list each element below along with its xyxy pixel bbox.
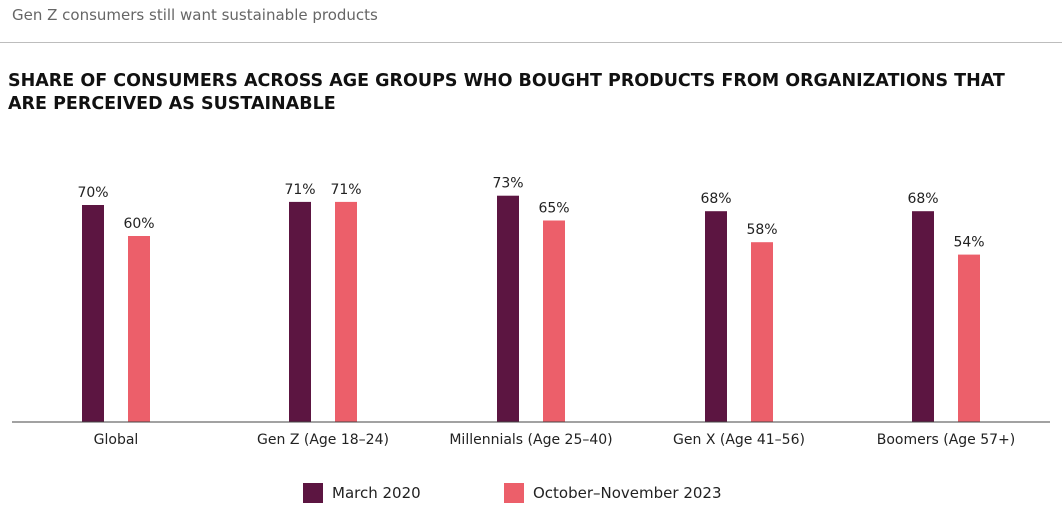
data-label-boomers-oct-nov-2023: 54% bbox=[953, 235, 984, 251]
category-label-gen-z: Gen Z (Age 18–24) bbox=[257, 432, 389, 448]
bar-boomers-oct-nov-2023 bbox=[958, 254, 980, 422]
bar-gen-x-march-2020 bbox=[705, 211, 727, 422]
category-label-millennials: Millennials (Age 25–40) bbox=[449, 432, 612, 448]
data-label-gen-z-oct-nov-2023: 71% bbox=[330, 182, 361, 198]
bar-millennials-oct-nov-2023 bbox=[543, 220, 565, 422]
data-label-global-oct-nov-2023: 60% bbox=[123, 216, 154, 232]
data-label-gen-x-oct-nov-2023: 58% bbox=[746, 222, 777, 238]
legend-item-oct-nov-2023: October–November 2023 bbox=[504, 483, 722, 503]
bar-boomers-march-2020 bbox=[912, 211, 934, 422]
chart-title: SHARE OF CONSUMERS ACROSS AGE GROUPS WHO… bbox=[8, 71, 1005, 114]
legend-item-march-2020: March 2020 bbox=[303, 483, 421, 503]
bar-gen-z-oct-nov-2023 bbox=[335, 201, 357, 422]
category-label-gen-x: Gen X (Age 41–56) bbox=[673, 432, 805, 448]
page-header-text: Gen Z consumers still want sustainable p… bbox=[12, 6, 378, 24]
data-label-gen-z-march-2020: 71% bbox=[284, 182, 315, 198]
category-label-global: Global bbox=[94, 432, 139, 448]
legend-label-oct-nov-2023: October–November 2023 bbox=[533, 484, 722, 502]
legend-label-march-2020: March 2020 bbox=[332, 484, 421, 502]
bar-chart: 70% 60% Global 71% 71% Gen Z (Age 18–24) 73% 65… bbox=[12, 176, 1050, 448]
labels-layer: 70% 60% Global 71% 71% Gen Z (Age 18–24) 73% 65… bbox=[77, 176, 1015, 448]
legend: March 2020 October–November 2023 bbox=[0, 480, 1062, 510]
legend-swatch-march-2020 bbox=[303, 483, 323, 503]
data-label-boomers-march-2020: 68% bbox=[907, 191, 938, 207]
bar-gen-x-oct-nov-2023 bbox=[751, 242, 773, 422]
bar-global-march-2020 bbox=[82, 205, 104, 422]
data-label-gen-x-march-2020: 68% bbox=[700, 191, 731, 207]
page-header: Gen Z consumers still want sustainable p… bbox=[0, 0, 1062, 43]
data-label-global-march-2020: 70% bbox=[77, 185, 108, 201]
legend-swatch-oct-nov-2023 bbox=[504, 483, 524, 503]
data-label-millennials-oct-nov-2023: 65% bbox=[538, 201, 569, 217]
bars-layer bbox=[82, 195, 980, 422]
bar-global-oct-nov-2023 bbox=[128, 236, 150, 422]
data-label-millennials-march-2020: 73% bbox=[492, 176, 523, 192]
bar-gen-z-march-2020 bbox=[289, 201, 311, 422]
category-label-boomers: Boomers (Age 57+) bbox=[877, 432, 1015, 448]
bar-millennials-march-2020 bbox=[497, 195, 519, 422]
